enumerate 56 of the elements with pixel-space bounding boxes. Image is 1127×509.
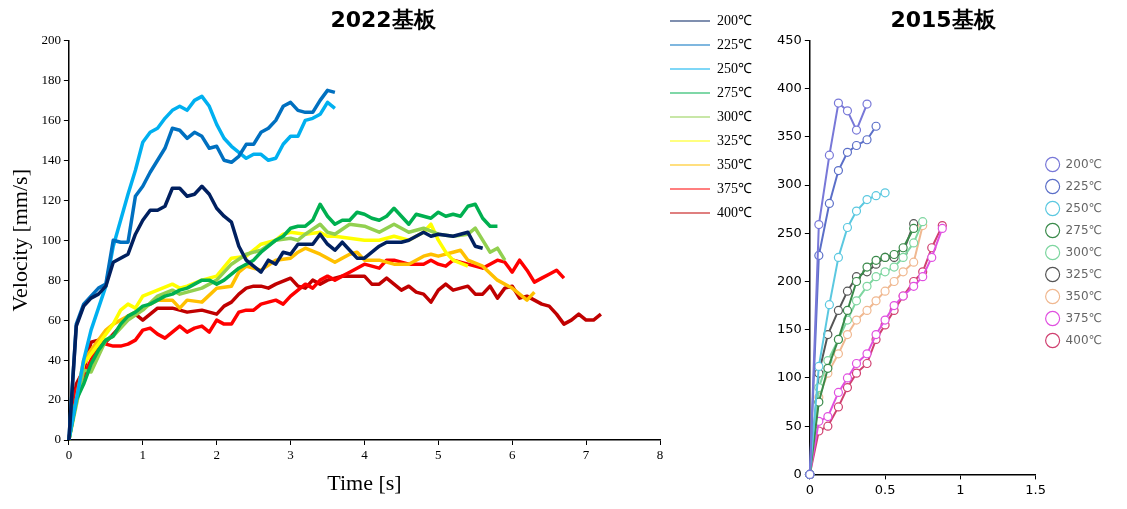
legend-label: 225℃ [717,36,752,52]
x-tick-label: 0.5 [874,481,896,497]
y-tick-label: 120 [41,191,61,207]
legend-label: 275℃ [717,84,752,100]
x-tick-label: 0 [65,447,73,463]
legend-label: 225℃ [1065,178,1103,193]
y-tick-label: 80 [47,271,61,287]
y-tick-label: 150 [776,321,802,337]
x-tick-label: 4 [361,447,369,463]
x-tick-label: 8 [656,447,664,463]
y-tick-label: 100 [41,231,61,247]
y-tick-label: 300 [776,176,802,192]
legend-label: 350℃ [1065,288,1103,303]
y-tick-label: 140 [41,151,61,167]
y-tick-label: 400 [776,80,802,95]
legend-label: 300℃ [717,108,752,124]
x-tick-label: 5 [435,447,442,463]
x-tick-label: 1.5 [1025,481,1046,497]
legend-label: 250℃ [1065,200,1103,215]
y-tick-label: 200 [41,31,61,47]
y-tick-label: 200 [776,272,802,288]
legend-label: 200℃ [717,12,752,28]
y-tick-label: 40 [47,351,61,367]
y-tick-label: 60 [47,311,61,327]
y-tick-label: 0 [793,465,802,481]
x-tick-label: 6 [508,447,516,463]
y-tick-label: 0 [54,431,61,447]
y-tick-label: 350 [776,128,802,144]
y-tick-label: 100 [776,369,802,385]
y-tick-label: 20 [47,391,61,407]
x-tick-label: 2 [213,447,220,463]
legend-label: 325℃ [1065,266,1103,281]
legend-label: 200℃ [1065,156,1103,171]
chart-title: 2022基板 [330,6,437,32]
x-tick-label: 1 [956,481,965,497]
x-axis-title: Time [s] [327,469,402,495]
y-tick-label: 450 [776,31,802,47]
legend-label: 375℃ [1065,310,1103,325]
chart-title: 2015基板 [890,6,997,32]
y-tick-label: 180 [41,71,61,87]
y-tick-label: 250 [776,224,802,240]
y-tick-label: 50 [785,417,802,433]
legend-label: 375℃ [717,180,752,196]
legend-label: 350℃ [717,156,752,172]
legend-label: 400℃ [717,204,752,220]
x-tick-label: 0 [805,481,814,497]
legend-label: 250℃ [717,60,752,76]
legend-label: 275℃ [1065,222,1103,237]
x-tick-label: 7 [582,447,590,463]
legend-label: 400℃ [1065,332,1103,347]
legend-label: 325℃ [717,132,752,148]
x-tick-label: 3 [287,447,294,463]
legend-label: 300℃ [1065,244,1103,259]
y-tick-label: 160 [41,111,61,127]
y-axis-title: Velocity [mm/s] [6,169,32,312]
x-tick-label: 1 [139,447,147,463]
